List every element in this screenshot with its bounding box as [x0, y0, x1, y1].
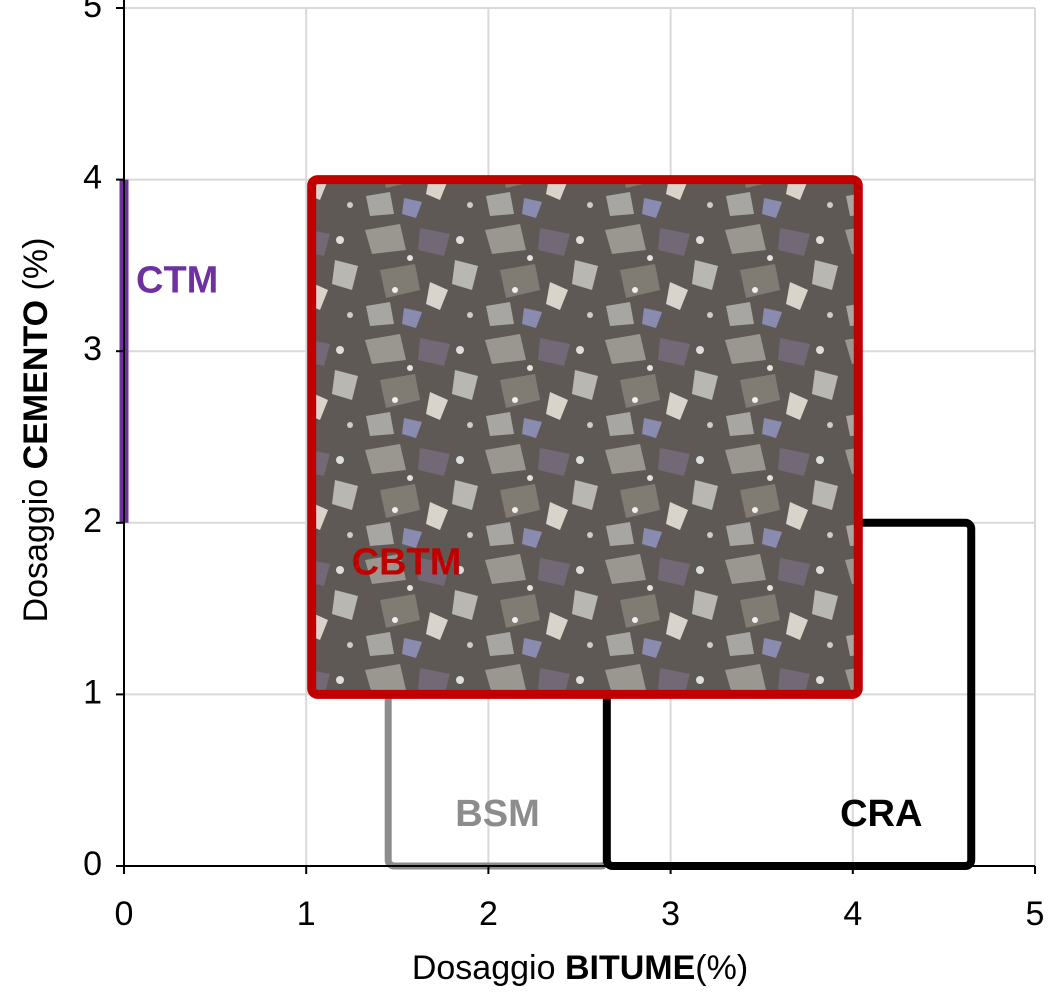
- axes: 0 1 2 3 4 5 0 1 2 3 4 5: [83, 0, 1044, 933]
- y-title-bold: CEMENTO: [17, 300, 55, 469]
- y-tick-label: 3: [83, 330, 102, 368]
- region-label: CRA: [840, 793, 922, 835]
- x-tick-label: 0: [115, 895, 134, 933]
- x-title-text: Dosaggio: [412, 949, 556, 987]
- region-label: CTM: [136, 260, 218, 302]
- x-title-unit: (%): [695, 949, 748, 987]
- x-tick-label: 3: [661, 895, 680, 933]
- y-axis-title: Dosaggio CEMENTO (%): [17, 238, 55, 623]
- x-tick-label: 1: [297, 895, 316, 933]
- region-label: BSM: [455, 793, 539, 835]
- y-tick-label: 2: [83, 502, 102, 540]
- x-tick-label: 2: [479, 895, 498, 933]
- x-tick-label: 4: [843, 895, 862, 933]
- region-label: CBTM: [352, 541, 462, 583]
- x-title-bold: BITUME: [565, 949, 695, 987]
- y-tick-label: 5: [83, 0, 102, 25]
- region-box: [307, 175, 863, 699]
- y-title-text: Dosaggio: [17, 479, 55, 623]
- y-tick-label: 1: [83, 673, 102, 711]
- y-tick-label: 4: [83, 159, 102, 197]
- y-title-unit: (%): [17, 238, 55, 291]
- x-tick-label: 5: [1026, 895, 1045, 933]
- y-tick-label: 0: [83, 845, 102, 883]
- region-box: [384, 690, 611, 870]
- x-axis-title: Dosaggio BITUME(%): [412, 949, 748, 987]
